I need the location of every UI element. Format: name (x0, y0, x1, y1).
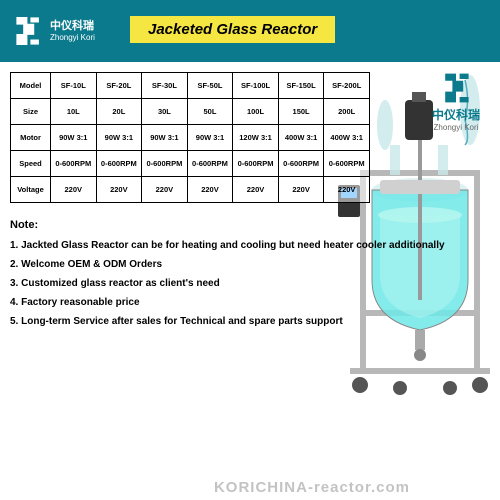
table-cell: 90W 3:1 (96, 125, 142, 151)
row-label: Speed (11, 151, 51, 177)
table-cell: 0-600RPM (278, 151, 324, 177)
note-item: 4. Factory reasonable price (10, 293, 490, 312)
table-cell: SF-30L (142, 73, 188, 99)
table-cell: 400W 3:1 (324, 125, 370, 151)
table-cell: 90W 3:1 (51, 125, 97, 151)
table-row-speed: Speed 0-600RPM 0-600RPM 0-600RPM 0-600RP… (11, 151, 370, 177)
table-cell: SF-100L (233, 73, 279, 99)
row-label: Voltage (11, 177, 51, 203)
brand-logo-icon (10, 14, 44, 48)
table-cell: 0-600RPM (96, 151, 142, 177)
table-cell: 220V (233, 177, 279, 203)
table-cell: 220V (278, 177, 324, 203)
table-row-model: Model SF-10L SF-20L SF-30L SF-50L SF-100… (11, 73, 370, 99)
brand-en: Zhongyi Kori (50, 33, 95, 43)
logo-left: 中仪科瑞 Zhongyi Kori (10, 14, 95, 48)
logo-left-text: 中仪科瑞 Zhongyi Kori (50, 20, 95, 43)
table-cell: 10L (51, 99, 97, 125)
table-cell: 20L (96, 99, 142, 125)
notes-section: Note: 1. Jackted Glass Reactor can be fo… (10, 215, 490, 331)
table-cell: SF-200L (324, 73, 370, 99)
table-cell: 90W 3:1 (187, 125, 233, 151)
note-item: 5. Long-term Service after sales for Tec… (10, 312, 490, 331)
notes-title: Note: (10, 215, 490, 236)
table-cell: 0-600RPM (324, 151, 370, 177)
table-cell: SF-50L (187, 73, 233, 99)
table-cell: 120W 3:1 (233, 125, 279, 151)
table-cell: 220V (96, 177, 142, 203)
table-cell: 90W 3:1 (142, 125, 188, 151)
table-cell: 200L (324, 99, 370, 125)
brand-logo-icon-right (438, 70, 474, 106)
table-cell: SF-10L (51, 73, 97, 99)
table-cell: 0-600RPM (142, 151, 188, 177)
row-label: Model (11, 73, 51, 99)
brand-cn-right: 中仪科瑞 (432, 106, 480, 123)
table-row-motor: Motor 90W 3:1 90W 3:1 90W 3:1 90W 3:1 12… (11, 125, 370, 151)
page-title: Jacketed Glass Reactor (130, 16, 335, 43)
note-item: 1. Jackted Glass Reactor can be for heat… (10, 236, 490, 255)
table-cell: SF-150L (278, 73, 324, 99)
table-cell: 220V (324, 177, 370, 203)
table-cell: 220V (51, 177, 97, 203)
table-cell: 0-600RPM (233, 151, 279, 177)
table-cell: 400W 3:1 (278, 125, 324, 151)
table-cell: SF-20L (96, 73, 142, 99)
logo-right: 中仪科瑞 Zhongyi Kori (432, 70, 480, 132)
table-cell: 220V (142, 177, 188, 203)
brand-en-right: Zhongyi Kori (432, 123, 480, 132)
table-cell: 50L (187, 99, 233, 125)
note-item: 3. Customized glass reactor as client's … (10, 274, 490, 293)
spec-table: Model SF-10L SF-20L SF-30L SF-50L SF-100… (10, 72, 370, 203)
table-cell: 0-600RPM (187, 151, 233, 177)
table-row-size: Size 10L 20L 30L 50L 100L 150L 200L (11, 99, 370, 125)
row-label: Size (11, 99, 51, 125)
table-cell: 30L (142, 99, 188, 125)
table-cell: 150L (278, 99, 324, 125)
table-cell: 0-600RPM (51, 151, 97, 177)
table-cell: 100L (233, 99, 279, 125)
brand-cn: 中仪科瑞 (50, 20, 95, 33)
table-row-voltage: Voltage 220V 220V 220V 220V 220V 220V 22… (11, 177, 370, 203)
watermark-text: KORICHINA-reactor.com (214, 479, 410, 496)
table-cell: 220V (187, 177, 233, 203)
note-item: 2. Welcome OEM & ODM Orders (10, 255, 490, 274)
row-label: Motor (11, 125, 51, 151)
